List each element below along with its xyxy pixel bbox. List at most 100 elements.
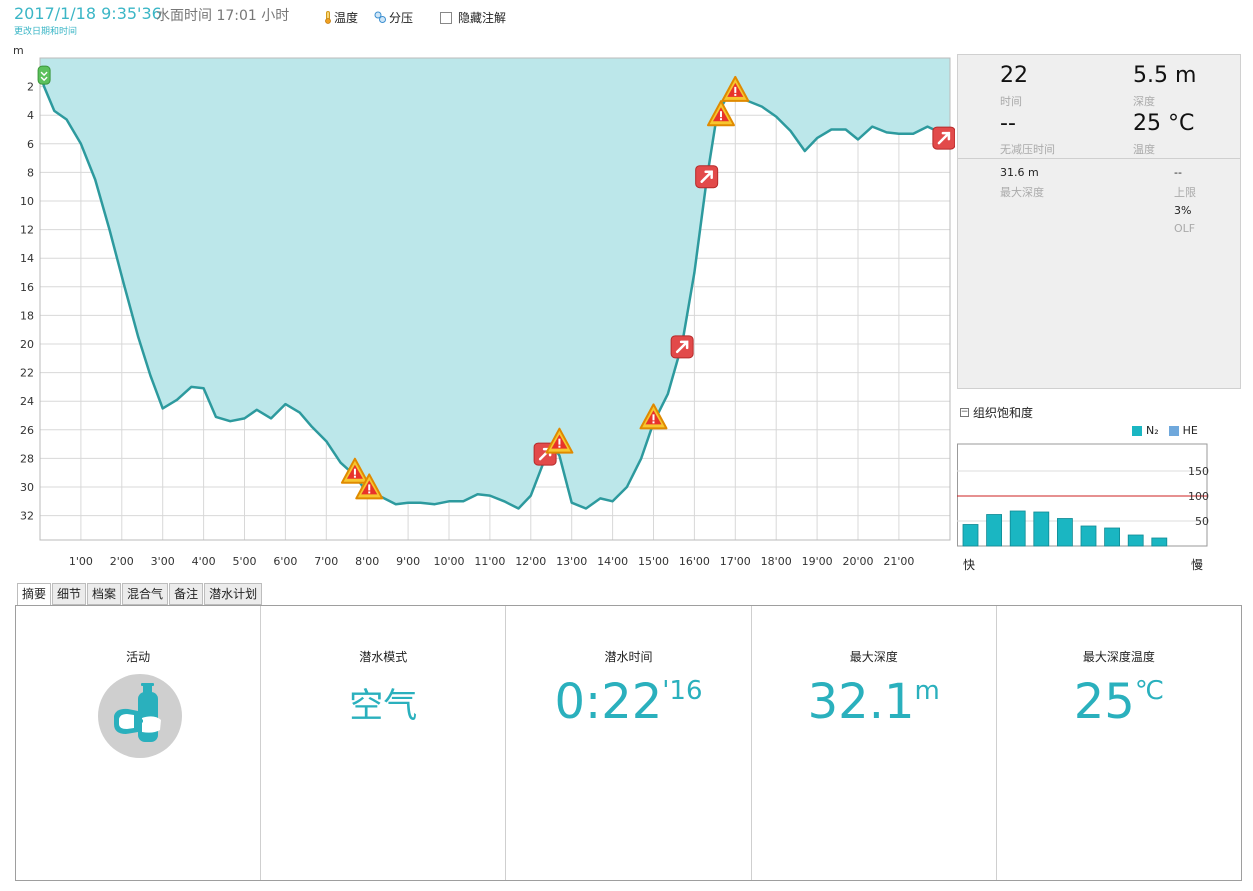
tab-dive-plan[interactable]: 潜水计划 (204, 583, 263, 605)
x-tick-label: 15'00 (638, 555, 669, 568)
dive-datetime: 2017/1/18 9:35'36 (14, 4, 162, 23)
legend-he-swatch (1168, 425, 1179, 436)
x-tick-label: 20'00 (842, 555, 873, 568)
y-tick-label: 12 (20, 224, 34, 237)
max-depth-label: 最大深度 (1000, 186, 1044, 199)
x-tick-label: 12'00 (515, 555, 546, 568)
card-max-depth: 最大深度 32.1m (752, 606, 997, 880)
tissue-legend: N₂ HE (1132, 424, 1198, 437)
toggle-partial-pressure-label: 分压 (389, 11, 414, 25)
card-dive-mode: 潜水模式 空气 (261, 606, 507, 880)
tab-summary[interactable]: 摘要 (17, 583, 52, 607)
y-tick-label: 20 (20, 338, 34, 351)
tissue-bar (962, 524, 979, 547)
x-tick-label: 11'00 (474, 555, 505, 568)
tissue-saturation-header[interactable]: − 组织饱和度 (960, 404, 1033, 421)
x-tick-label: 9'00 (396, 555, 420, 568)
ascent-rate-icon[interactable] (670, 335, 694, 359)
max-depth-summary-label: 最大深度 (849, 650, 898, 664)
max-depth-display: 32.1m (752, 674, 996, 730)
x-tick-label: 13'00 (556, 555, 587, 568)
temperature-value: 25 °C (1133, 111, 1195, 136)
warning-icon[interactable] (545, 427, 574, 454)
warning-icon[interactable] (355, 473, 384, 500)
max-depth-temp-unit: ℃ (1134, 676, 1165, 706)
scuba-diving-icon (98, 674, 182, 758)
tissue-saturation-chart: 150 100 50 (957, 443, 1209, 547)
chart-annotations[interactable] (37, 65, 955, 500)
dive-time-value: 0:22 (554, 674, 663, 730)
x-tick-label: 4'00 (192, 555, 216, 568)
tab-gas-mix[interactable]: 混合气 (122, 583, 169, 605)
chart-border (39, 57, 951, 541)
tab-notes[interactable]: 备注 (169, 583, 204, 605)
max-depth-temp-display: 25℃ (997, 674, 1241, 730)
time-label: 时间 (1000, 95, 1022, 108)
x-tick-label: 17'00 (720, 555, 751, 568)
info-panel: 22 时间 5.5 m 深度 -- 无减压时间 25 °C 温度 31.6 m … (957, 54, 1241, 389)
olf-value: 3% (1174, 204, 1192, 217)
y-tick-label: 18 (20, 309, 34, 322)
card-dive-time: 潜水时间 0:22'16 (506, 606, 752, 880)
dive-time-label: 潜水时间 (604, 650, 653, 664)
warning-icon[interactable] (706, 100, 735, 127)
x-tick-label: 18'00 (761, 555, 792, 568)
legend-n2: N₂ (1132, 424, 1159, 437)
y-tick-label: 16 (20, 281, 34, 294)
tissue-bar (1080, 525, 1097, 547)
max-depth-summary-value: 32.1 (807, 674, 915, 730)
tissue-bar (1151, 537, 1168, 547)
x-tick-label: 21'00 (883, 555, 914, 568)
tissue-bar (986, 514, 1003, 547)
tab-bar: 摘要 细节 档案 混合气 备注 潜水计划 (17, 583, 263, 607)
temperature-label: 温度 (1133, 143, 1155, 156)
y-tick-label: 28 (20, 452, 34, 465)
tissue-bar (1009, 510, 1026, 547)
x-tick-label: 10'00 (433, 555, 464, 568)
tab-profile[interactable]: 档案 (87, 583, 122, 605)
ceiling-label: 上限 (1174, 186, 1196, 199)
hide-annotations-checkbox[interactable] (440, 11, 452, 24)
dive-profile-chart[interactable]: m 2 4 6 8 10 12 14 16 18 20 22 24 26 28 30 32 1'00 2'00 3… (0, 40, 955, 575)
x-tick-label: 5'00 (232, 555, 256, 568)
y-tick-label: 30 (20, 481, 34, 494)
warning-icon[interactable] (721, 75, 750, 102)
info-divider (958, 158, 1240, 159)
warning-icon[interactable] (340, 457, 369, 484)
olf-label: OLF (1174, 222, 1196, 235)
surface-time: 水面时间 17:01 小时 (156, 8, 290, 24)
ndl-label: 无减压时间 (1000, 143, 1055, 156)
legend-he: HE (1168, 424, 1198, 437)
y-tick-label: 4 (27, 109, 34, 122)
y-tick-label: 2 (27, 81, 34, 94)
change-date-link[interactable]: 更改日期和时间 (14, 27, 78, 37)
time-value: 22 (1000, 63, 1028, 88)
activity-label: 活动 (126, 650, 151, 664)
toggle-partial-pressure[interactable]: 分压 (374, 9, 413, 26)
y-tick-label: 32 (20, 510, 34, 523)
warning-icon[interactable] (639, 403, 668, 430)
depth-value: 5.5 m (1133, 63, 1197, 88)
dive-time-seconds: '16 (662, 676, 703, 706)
descent-start-icon[interactable] (37, 65, 51, 85)
dive-mode-label: 潜水模式 (359, 650, 408, 664)
collapse-icon[interactable]: − (960, 407, 969, 417)
tissue-bar (1127, 534, 1144, 547)
max-depth-temp-value: 25 (1073, 674, 1135, 730)
ascent-rate-icon[interactable] (932, 126, 955, 150)
ascent-rate-icon[interactable] (695, 165, 719, 189)
tissue-bar (1104, 527, 1121, 547)
toggle-hide-annotations[interactable]: 隐藏注解 (440, 9, 506, 26)
tab-details[interactable]: 细节 (52, 583, 87, 605)
tissue-saturation-title: 组织饱和度 (973, 406, 1034, 420)
x-tick-label: 19'00 (802, 555, 833, 568)
toggle-temperature[interactable]: 温度 (324, 9, 358, 26)
hide-annotations-label: 隐藏注解 (458, 11, 507, 25)
dive-profile-line (38, 71, 951, 510)
ceiling-value: -- (1174, 166, 1182, 179)
y-tick-label: 24 (20, 395, 34, 408)
legend-n2-label: N₂ (1146, 424, 1159, 437)
x-tick-label: 3'00 (151, 555, 175, 568)
